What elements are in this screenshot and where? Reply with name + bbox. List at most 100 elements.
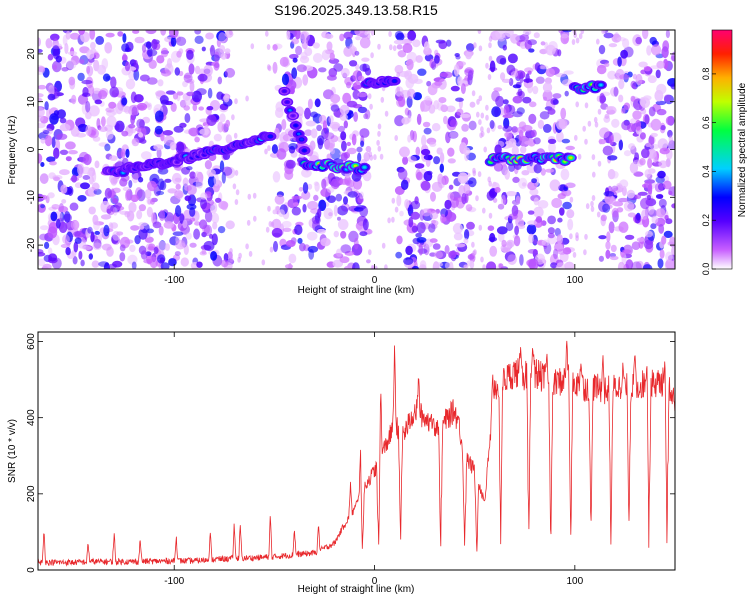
noise-blob: [189, 217, 196, 222]
noise-blob: [222, 95, 230, 101]
noise-blob: [635, 36, 642, 45]
noise-blob: [98, 126, 108, 132]
noise-blob: [71, 174, 78, 183]
noise-blob: [112, 260, 123, 268]
noise-blob: [605, 249, 611, 259]
noise-blob: [78, 250, 83, 260]
noise-blob: [394, 64, 404, 74]
noise-blob: [114, 202, 122, 209]
noise-blob: [478, 224, 483, 231]
noise-blob: [292, 202, 299, 207]
noise-blob: [94, 230, 100, 235]
noise-blob: [416, 171, 423, 181]
noise-blob: [561, 33, 569, 39]
noise-blob: [41, 194, 48, 200]
noise-blob: [104, 42, 113, 54]
noise-blob: [457, 76, 463, 87]
noise-blob: [510, 33, 520, 44]
noise-blob: [643, 180, 653, 192]
noise-blob: [420, 100, 431, 112]
noise-blob: [284, 264, 294, 269]
noise-blob: [112, 197, 118, 204]
noise-blob: [466, 221, 475, 230]
noise-blob: [619, 74, 630, 80]
noise-blob: [229, 256, 234, 263]
noise-blob: [657, 170, 666, 179]
noise-blob: [504, 132, 510, 138]
noise-blob: [502, 99, 509, 105]
noise-blob: [91, 260, 100, 268]
noise-blob: [445, 211, 457, 222]
noise-blob: [430, 191, 436, 202]
noise-blob: [508, 213, 518, 220]
noise-blob: [270, 221, 275, 228]
noise-blob: [572, 251, 577, 258]
noise-blob: [545, 168, 555, 173]
noise-blob: [320, 237, 331, 247]
noise-blob: [218, 32, 226, 44]
noise-blob: [620, 49, 628, 59]
ridge-2-mark: [282, 90, 286, 93]
noise-blob: [596, 64, 607, 75]
noise-blob: [103, 224, 110, 237]
noise-blob: [247, 193, 252, 200]
noise-blob: [116, 231, 124, 236]
ridge-1-mark: [268, 135, 272, 138]
noise-blob: [56, 133, 68, 140]
noise-blob: [521, 170, 530, 176]
noise-blob: [182, 219, 188, 229]
noise-blob: [138, 225, 145, 230]
noise-blob: [617, 197, 629, 203]
noise-blob: [174, 165, 182, 171]
noise-blob: [74, 237, 82, 244]
noise-blob: [279, 56, 289, 67]
noise-blob: [359, 191, 364, 200]
noise-blob: [598, 44, 606, 55]
noise-blob: [491, 106, 501, 118]
noise-blob: [324, 139, 335, 151]
noise-blob: [489, 60, 496, 73]
noise-blob: [610, 196, 616, 206]
noise-blob: [447, 192, 455, 202]
noise-blob: [522, 96, 532, 104]
noise-blob: [422, 121, 431, 128]
noise-blob: [472, 250, 476, 257]
noise-blob: [44, 135, 53, 147]
noise-blob: [410, 200, 421, 210]
noise-blob: [194, 171, 201, 180]
chart-title: S196.2025.349.13.58.R15: [274, 2, 438, 18]
noise-blob: [329, 121, 341, 129]
noise-blob: [605, 106, 613, 111]
noise-blob: [156, 55, 165, 64]
noise-blob: [82, 175, 91, 180]
noise-blob: [346, 141, 351, 147]
noise-blob: [487, 176, 492, 183]
noise-blob: [119, 244, 126, 252]
noise-blob: [309, 140, 316, 151]
noise-blob: [357, 92, 368, 98]
noise-blob: [340, 131, 347, 141]
noise-blob: [547, 108, 556, 115]
noise-blob: [527, 181, 538, 191]
colorbar: 0.0 0.2 0.4 0.6 0.8 Normalized spectral ampl…: [701, 29, 748, 275]
noise-blob: [212, 221, 218, 230]
noise-blob: [144, 189, 152, 199]
noise-blob: [55, 55, 62, 63]
noise-blob: [485, 104, 489, 111]
noise-blob: [330, 94, 341, 104]
noise-blob: [290, 85, 295, 95]
noise-blob: [58, 206, 69, 213]
noise-blob: [483, 146, 488, 153]
noise-blob: [665, 116, 675, 126]
noise-blob: [160, 30, 167, 36]
noise-blob: [665, 218, 673, 225]
noise-blob: [250, 43, 255, 50]
noise-blob: [537, 200, 549, 209]
noise-blob: [51, 136, 56, 149]
noise-blob: [374, 265, 378, 269]
noise-blob: [44, 101, 49, 111]
noise-blob: [204, 160, 212, 170]
noise-blob: [498, 263, 504, 269]
noise-blob: [410, 211, 420, 220]
